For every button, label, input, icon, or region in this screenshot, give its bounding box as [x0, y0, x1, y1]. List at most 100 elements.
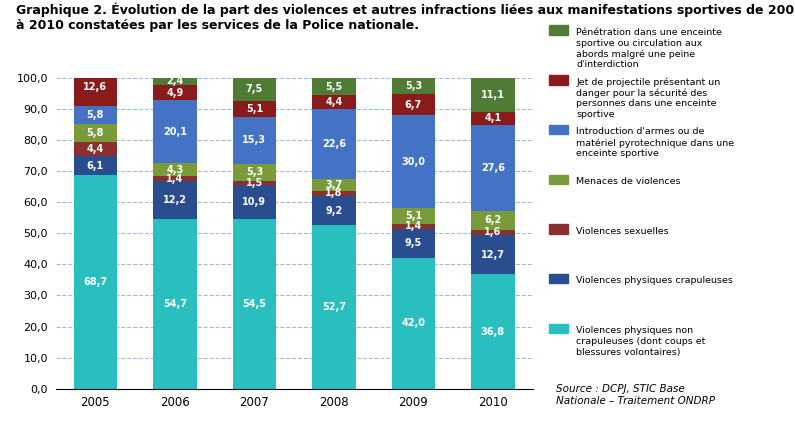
Bar	[471, 77, 515, 112]
Bar	[312, 179, 356, 191]
Bar	[74, 60, 118, 67]
Text: Menaces de violences: Menaces de violences	[576, 177, 681, 186]
Bar	[233, 164, 277, 181]
Text: 5,1: 5,1	[405, 211, 422, 221]
Text: Introduction d'armes ou de: Introduction d'armes ou de	[576, 127, 704, 137]
Text: 68,7: 68,7	[83, 277, 107, 287]
Text: 30,0: 30,0	[401, 157, 425, 167]
Text: 12,7: 12,7	[481, 250, 505, 260]
Text: 15,3: 15,3	[242, 136, 266, 146]
Text: Source : DCPJ, STIC Base
Nationale – Traitement ONDRP: Source : DCPJ, STIC Base Nationale – Tra…	[556, 384, 716, 406]
Bar	[233, 219, 277, 389]
Bar	[471, 210, 515, 230]
Text: 6,2: 6,2	[484, 215, 502, 225]
Bar	[391, 258, 436, 389]
Text: Violences physiques crapuleuses: Violences physiques crapuleuses	[576, 276, 733, 286]
Bar	[74, 67, 118, 106]
Bar	[74, 156, 118, 175]
Bar	[153, 163, 196, 176]
Bar	[233, 181, 277, 185]
Text: 42,0: 42,0	[401, 318, 425, 328]
Bar	[471, 235, 515, 274]
Bar	[312, 78, 356, 95]
Text: 27,6: 27,6	[481, 163, 505, 173]
Bar	[233, 77, 277, 101]
Text: Violences sexuelles: Violences sexuelles	[576, 227, 669, 236]
Text: 5,5: 5,5	[325, 82, 343, 92]
Bar	[74, 124, 118, 143]
Text: Graphique 2. Évolution de la part des violences et autres infractions liées aux : Graphique 2. Évolution de la part des vi…	[16, 2, 795, 17]
Text: 9,5: 9,5	[405, 238, 422, 248]
Bar	[233, 117, 277, 164]
Text: danger pour la sécurité des: danger pour la sécurité des	[576, 89, 708, 98]
Text: personnes dans une enceinte: personnes dans une enceinte	[576, 99, 717, 108]
Text: sportive ou circulation aux: sportive ou circulation aux	[576, 39, 703, 48]
Bar	[471, 112, 515, 125]
Bar	[233, 101, 277, 117]
Text: blessures volontaires): blessures volontaires)	[576, 348, 681, 357]
Text: 1,4: 1,4	[166, 174, 184, 184]
Bar	[312, 196, 356, 225]
Text: 1,5: 1,5	[246, 178, 263, 188]
Bar	[471, 274, 515, 389]
Text: crapuleuses (dont coups et: crapuleuses (dont coups et	[576, 337, 706, 346]
Text: 22,6: 22,6	[322, 139, 346, 149]
Bar	[74, 143, 118, 156]
Text: 5,8: 5,8	[87, 128, 104, 138]
Text: 12,2: 12,2	[163, 195, 187, 205]
Bar	[153, 78, 196, 85]
Bar	[233, 185, 277, 219]
Bar	[74, 106, 118, 124]
Text: Violences physiques non: Violences physiques non	[576, 326, 693, 335]
Text: 11,1: 11,1	[481, 90, 505, 100]
Text: 10,9: 10,9	[242, 197, 266, 207]
Text: 1,6: 1,6	[484, 227, 502, 237]
Text: 4,1: 4,1	[484, 113, 502, 124]
Text: 4,4: 4,4	[325, 97, 343, 107]
Bar	[471, 125, 515, 210]
Text: sportive: sportive	[576, 110, 615, 119]
Text: 2,3: 2,3	[87, 59, 104, 69]
Text: 52,7: 52,7	[322, 302, 346, 312]
Text: 3,7: 3,7	[325, 180, 343, 190]
Bar	[391, 208, 436, 224]
Bar	[153, 85, 196, 101]
Text: 4,3: 4,3	[166, 165, 184, 175]
Text: abords malgré une peine: abords malgré une peine	[576, 50, 696, 59]
Text: 7,5: 7,5	[246, 84, 263, 94]
Text: 2,4: 2,4	[166, 76, 184, 86]
Bar	[312, 191, 356, 196]
Bar	[312, 95, 356, 109]
Bar	[391, 94, 436, 115]
Text: 36,8: 36,8	[481, 327, 505, 337]
Text: 20,1: 20,1	[163, 127, 187, 137]
Text: enceinte sportive: enceinte sportive	[576, 149, 659, 158]
Text: 1,8: 1,8	[325, 188, 343, 198]
Text: à 2010 constatées par les services de la Police nationale.: à 2010 constatées par les services de la…	[16, 19, 419, 32]
Bar	[312, 109, 356, 179]
Text: 54,5: 54,5	[242, 299, 266, 309]
Bar	[391, 224, 436, 229]
Text: d'interdiction: d'interdiction	[576, 60, 639, 70]
Bar	[153, 176, 196, 181]
Bar	[74, 175, 118, 389]
Text: Jet de projectile présentant un: Jet de projectile présentant un	[576, 78, 720, 87]
Text: matériel pyrotechnique dans une: matériel pyrotechnique dans une	[576, 138, 735, 148]
Bar	[471, 230, 515, 235]
Bar	[391, 115, 436, 208]
Bar	[153, 219, 196, 389]
Bar	[153, 181, 196, 219]
Text: Pénétration dans une enceinte: Pénétration dans une enceinte	[576, 28, 722, 37]
Text: 1,4: 1,4	[405, 222, 422, 232]
Bar	[391, 78, 436, 94]
Text: 4,4: 4,4	[87, 144, 104, 154]
Bar	[391, 229, 436, 258]
Text: 9,2: 9,2	[325, 206, 343, 216]
Text: 5,3: 5,3	[405, 81, 422, 91]
Text: 6,1: 6,1	[87, 161, 104, 171]
Text: 12,6: 12,6	[83, 82, 107, 92]
Bar	[312, 225, 356, 389]
Text: 5,8: 5,8	[87, 111, 104, 121]
Text: 5,3: 5,3	[246, 168, 263, 178]
Text: 6,7: 6,7	[405, 100, 422, 110]
